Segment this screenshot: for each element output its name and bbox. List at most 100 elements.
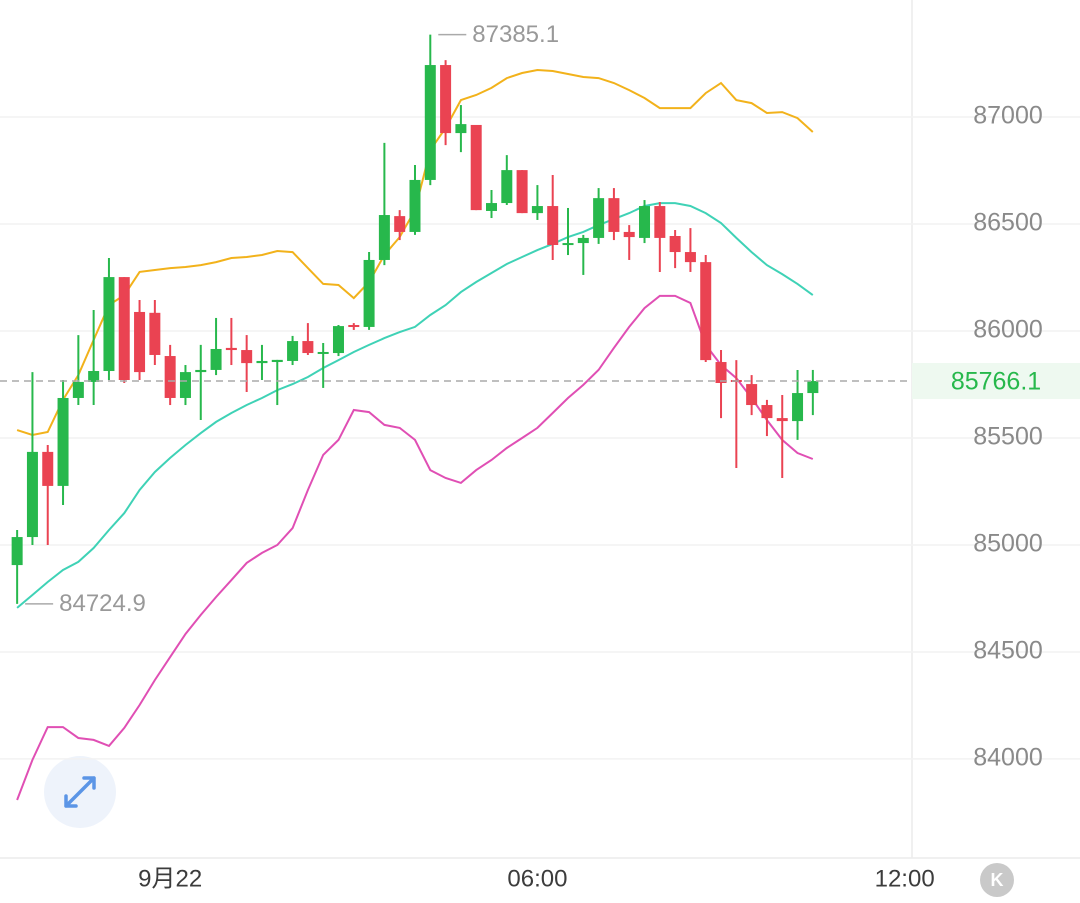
candle-body: [348, 325, 360, 328]
candle: [424, 34, 436, 186]
candle-body: [531, 206, 543, 214]
candle-body: [577, 237, 589, 244]
y-tick-label: 85000: [973, 530, 1043, 558]
candle: [455, 105, 467, 153]
candle: [302, 323, 314, 355]
candle: [72, 335, 84, 406]
candle-body: [57, 397, 69, 486]
candle-body: [761, 405, 773, 419]
band-line: [16, 294, 814, 801]
candle-body: [486, 203, 498, 211]
y-tick-label: 86500: [973, 209, 1043, 237]
candle: [700, 255, 712, 363]
candle-body: [394, 216, 406, 232]
candle: [516, 170, 528, 214]
candle: [57, 380, 69, 505]
candle-body: [608, 198, 620, 232]
x-tick-label: 06:00: [507, 865, 567, 892]
candle-body: [470, 124, 482, 211]
candle-body: [118, 277, 130, 381]
candle-body: [149, 312, 161, 355]
candle: [486, 190, 498, 219]
extreme-label: 87385.1: [472, 21, 559, 48]
expand-button[interactable]: [44, 756, 116, 828]
kline-button-bg[interactable]: [980, 863, 1014, 897]
candle-body: [807, 381, 819, 394]
candle-body: [225, 347, 237, 351]
candle-body: [72, 381, 84, 398]
candle-body: [134, 311, 146, 373]
candle: [639, 200, 651, 244]
expand-icon[interactable]: [64, 776, 96, 808]
y-tick-label: 86000: [973, 316, 1043, 344]
candle: [317, 342, 329, 388]
candle-body: [271, 359, 283, 363]
candle: [761, 399, 773, 437]
candle-body: [547, 206, 559, 245]
candle: [225, 317, 237, 366]
candle: [118, 277, 130, 383]
candle: [807, 369, 819, 416]
candle-body: [378, 215, 390, 260]
candle-body: [623, 231, 635, 238]
candle-body: [776, 418, 788, 422]
candle: [440, 60, 452, 146]
candle: [179, 365, 191, 406]
candle-body: [746, 384, 758, 406]
candle-body: [210, 348, 222, 370]
candle: [654, 201, 666, 272]
candle-body: [332, 326, 344, 354]
candle-body: [669, 236, 681, 253]
candle: [470, 124, 482, 211]
candle: [547, 175, 559, 260]
candle-body: [241, 350, 253, 364]
candle: [593, 188, 605, 244]
candle: [363, 252, 375, 330]
last-price-label: 85766.1: [951, 368, 1041, 396]
y-tick-label: 87000: [973, 102, 1043, 130]
band-line: [16, 202, 814, 609]
candle: [562, 207, 574, 256]
candle: [776, 394, 788, 478]
candle: [746, 375, 758, 416]
candle: [287, 335, 299, 366]
candle: [26, 372, 38, 545]
y-tick-label: 84500: [973, 637, 1043, 665]
kline-button[interactable]: K: [980, 863, 1014, 897]
x-tick-label: 12:00: [875, 865, 935, 892]
candle-body: [424, 65, 436, 180]
candle: [577, 234, 589, 275]
candle: [210, 317, 222, 376]
x-tick-label: 9月22: [138, 865, 202, 892]
candle-body: [302, 341, 314, 354]
candle-body: [409, 179, 421, 232]
last-price-bg: [912, 363, 1080, 400]
candle: [103, 258, 115, 381]
candle: [378, 142, 390, 266]
candle-body: [287, 341, 299, 361]
candle: [715, 350, 727, 419]
candle-body: [42, 451, 54, 486]
candle: [501, 155, 513, 205]
candle-body: [317, 351, 329, 354]
kline-button-label[interactable]: K: [991, 870, 1004, 890]
candle-body: [639, 206, 651, 238]
candle-body: [164, 356, 176, 398]
candle-body: [11, 537, 23, 566]
candle-body: [256, 360, 268, 364]
candle-body: [516, 170, 528, 214]
candle-body: [700, 262, 712, 361]
candle: [88, 310, 100, 406]
candle: [271, 359, 283, 406]
candle: [409, 164, 421, 235]
candle: [11, 529, 23, 604]
candle: [684, 228, 696, 272]
candle: [195, 344, 207, 421]
candle: [669, 230, 681, 269]
candle: [164, 344, 176, 406]
candle-body: [684, 252, 696, 263]
candle: [256, 344, 268, 381]
candle-body: [792, 393, 804, 422]
